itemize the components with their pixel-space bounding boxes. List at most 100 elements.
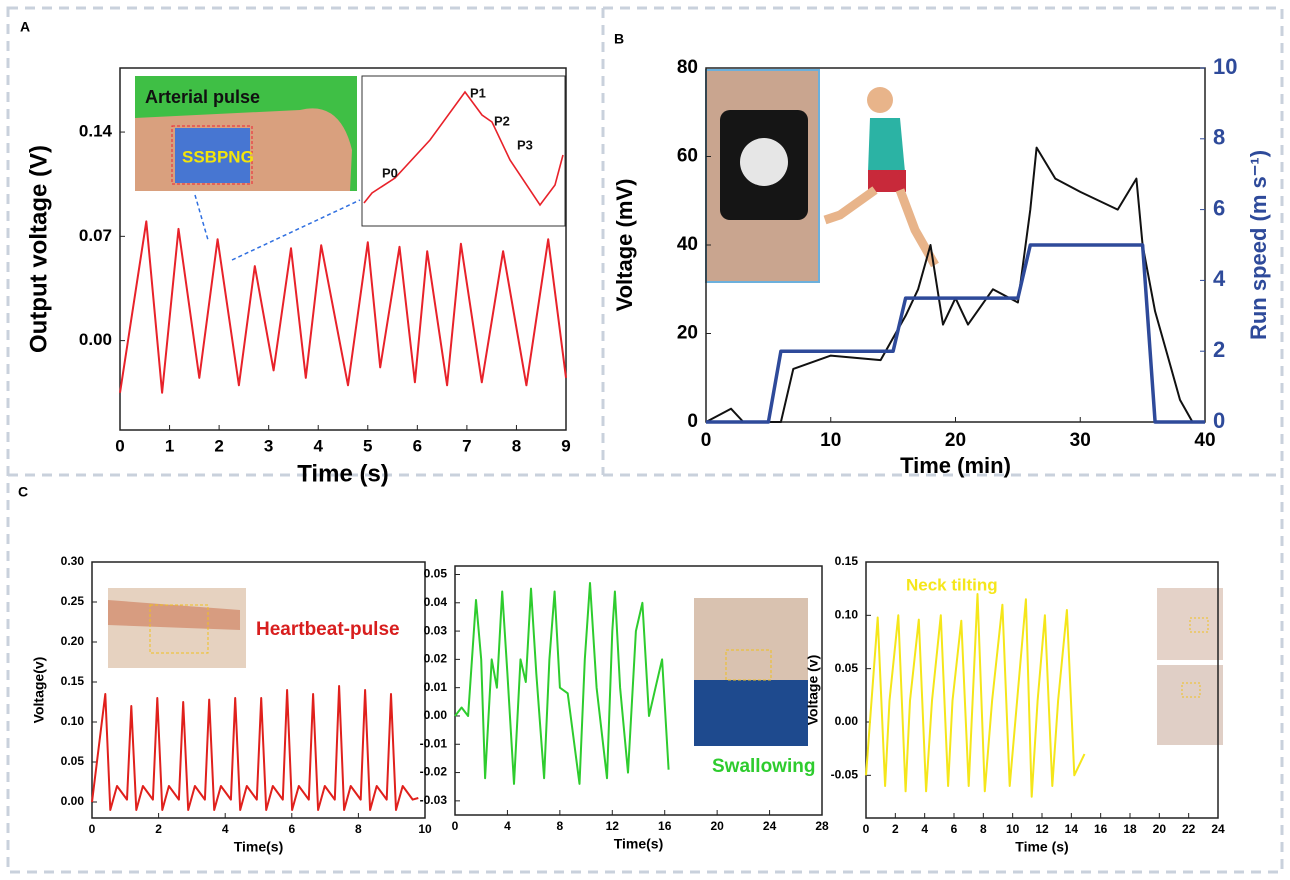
- y2-tick-label: 8: [1213, 125, 1225, 150]
- y-tick-label: 0.00: [61, 794, 85, 808]
- y2-tick-label: 6: [1213, 195, 1225, 220]
- photo-inset: [1157, 588, 1223, 745]
- x-tick-label: 12: [1035, 822, 1049, 836]
- y-tick-label: -0.03: [420, 793, 448, 807]
- y-tick-label: -0.01: [420, 736, 448, 750]
- x-tick-label: 0: [701, 430, 712, 451]
- x-tick-label: 5: [363, 436, 372, 455]
- inset-curve: [363, 90, 564, 207]
- y-tick-label: -0.02: [420, 765, 448, 779]
- highlight: [1189, 617, 1209, 633]
- x-tick-label: 2: [155, 822, 162, 836]
- x-tick-label: 14: [1065, 822, 1079, 836]
- y-tick-label: 0: [687, 411, 698, 432]
- x-tick-label: 0: [863, 822, 870, 836]
- x-tick-label: 18: [1123, 822, 1137, 836]
- plot-frame: [119, 67, 567, 431]
- panel-label: C: [18, 484, 28, 500]
- panel-borders: [6, 6, 1284, 874]
- x-tick-label: 24: [763, 819, 777, 833]
- data-line: [865, 593, 1086, 798]
- x-tick-label: 22: [1182, 822, 1196, 836]
- annotation: SSBPNG: [182, 147, 254, 166]
- y-tick-label: 40: [677, 234, 698, 255]
- x-axis-label: Time(s): [614, 836, 664, 852]
- y-tick-label: 0.25: [61, 594, 85, 608]
- photo-inset: [108, 588, 246, 668]
- shorts: [868, 170, 906, 192]
- x-tick-label: 6: [951, 822, 958, 836]
- y-axis-label: Voltage (mV): [612, 179, 637, 312]
- shirt: [694, 680, 808, 746]
- x-axis-label: Time(s): [234, 839, 284, 855]
- data-line: [454, 582, 670, 785]
- y2-tick-label: 10: [1213, 54, 1237, 79]
- y2-tick-label: 0: [1213, 408, 1225, 433]
- y-axis-label: Voltage(v): [31, 657, 47, 724]
- x-tick-label: 3: [264, 436, 273, 455]
- head: [867, 87, 893, 113]
- x-tick-label: 16: [1094, 822, 1108, 836]
- x-tick-label: 4: [921, 822, 928, 836]
- x-tick-label: 20: [710, 819, 724, 833]
- arrow: [194, 194, 209, 241]
- photo-inset: [705, 69, 820, 283]
- x-tick-label: 8: [980, 822, 987, 836]
- y-tick-label: 0.00: [79, 330, 112, 349]
- y-tick-label: 80: [677, 57, 698, 78]
- annotation: Arterial pulse: [145, 87, 260, 107]
- arrow: [231, 199, 361, 261]
- x-tick-label: 10: [820, 430, 841, 451]
- y-tick-label: 0.14: [79, 122, 113, 141]
- pulse-inset: [361, 75, 566, 227]
- data-line: [91, 685, 419, 811]
- annotation: Swallowing: [712, 756, 815, 777]
- x-tick-label: 8: [557, 819, 564, 833]
- x-tick-label: 4: [504, 819, 511, 833]
- x-tick-label: 0: [452, 819, 459, 833]
- y-axis-label: Voltage (v): [805, 655, 821, 726]
- inset-frame: [361, 75, 566, 227]
- photo-inset: [135, 76, 357, 191]
- photo-bg: [1157, 665, 1223, 745]
- callout-arrows: [194, 194, 361, 261]
- data-line: [119, 220, 567, 394]
- photo-inset: [694, 598, 808, 746]
- x-tick-label: 0: [89, 822, 96, 836]
- finger: [108, 600, 240, 630]
- plot-frame: [91, 561, 426, 819]
- annotation: P3: [517, 137, 533, 152]
- x-tick-label: 16: [658, 819, 672, 833]
- y-tick-label: -0.05: [831, 768, 859, 782]
- y-tick-label: 0.05: [61, 754, 85, 768]
- x-tick-label: 10: [1006, 822, 1020, 836]
- x-tick-label: 2: [892, 822, 899, 836]
- x-tick-label: 20: [1153, 822, 1167, 836]
- highlight: [171, 125, 253, 185]
- outer-border: [6, 6, 1284, 874]
- highlight: [149, 604, 209, 654]
- device: [175, 128, 250, 183]
- y-tick-label: 0.05: [424, 567, 448, 581]
- torso: [868, 118, 905, 172]
- leg: [823, 186, 878, 225]
- x-tick-label: 9: [561, 436, 570, 455]
- x-tick-label: 40: [1194, 430, 1215, 451]
- x-tick-label: 8: [512, 436, 521, 455]
- y-tick-label: 0.01: [424, 680, 448, 694]
- data-line: [706, 243, 1205, 424]
- x-tick-label: 12: [606, 819, 620, 833]
- y-tick-label: 0.03: [424, 623, 448, 637]
- highlight: [1181, 682, 1201, 698]
- y-tick-label: 0.04: [424, 595, 448, 609]
- y-tick-label: 0.00: [835, 714, 859, 728]
- x-tick-label: 30: [1070, 430, 1091, 451]
- x-axis-label: Time (s): [297, 460, 389, 487]
- x-tick-label: 28: [815, 819, 829, 833]
- x-axis-label: Time (min): [900, 453, 1011, 478]
- annotation: P0: [382, 165, 398, 180]
- y-tick-label: 0.10: [61, 714, 85, 728]
- x-tick-label: 6: [413, 436, 422, 455]
- x-tick-label: 1: [165, 436, 174, 455]
